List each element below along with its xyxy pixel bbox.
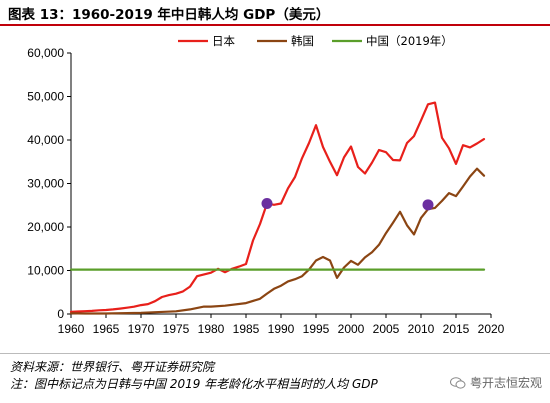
legend-label-japan: 日本 (212, 34, 235, 48)
legend-label-korea: 韩国 (291, 34, 314, 48)
watermark: 粤开志恒宏观 (449, 374, 542, 391)
y-tick-label: 10,000 (27, 264, 64, 278)
chart-series (69, 101, 486, 315)
source-note: 资料来源：世界银行、粤开证券研究院 (0, 353, 550, 375)
x-tick-label: 2005 (373, 322, 400, 336)
line-chart: 0 10,000 20,000 30,000 40,000 50,000 60,000 196… (27, 34, 504, 336)
highlight-marker (261, 198, 273, 210)
x-tick-label: 1975 (163, 322, 190, 336)
watermark-text: 粤开志恒宏观 (469, 376, 542, 390)
y-tick-label: 30,000 (27, 177, 64, 191)
chart-legend: 日本 韩国 中国（2019年） (178, 34, 453, 48)
x-tick-label: 2020 (478, 322, 505, 336)
x-tick-label: 1965 (93, 322, 120, 336)
footnote: 注：图中标记点为日韩与中国 2019 年老龄化水平相当时的人均 GDP (10, 377, 378, 391)
x-tick-label: 1980 (198, 322, 225, 336)
series-line-japan (69, 101, 486, 313)
series-line-korea (69, 167, 486, 315)
chart-markers (261, 198, 434, 211)
y-tick-label: 20,000 (27, 220, 64, 234)
x-tick-label: 2015 (443, 322, 470, 336)
y-tick-label: 0 (57, 307, 64, 321)
y-tick-label: 60,000 (27, 46, 64, 60)
x-tick-label: 1985 (233, 322, 260, 336)
figure-title: 图表 13：1960-2019 年中日韩人均 GDP（美元） (0, 0, 550, 26)
y-tick-label: 50,000 (27, 90, 64, 104)
chart-axes: 0 10,000 20,000 30,000 40,000 50,000 60,000 196… (27, 46, 504, 336)
x-tick-label: 1995 (303, 322, 330, 336)
highlight-marker (422, 199, 434, 211)
y-tick-label: 40,000 (27, 133, 64, 147)
legend-label-china: 中国（2019年） (366, 34, 453, 48)
x-tick-label: 2010 (408, 322, 435, 336)
x-tick-label: 1970 (128, 322, 155, 336)
wechat-icon (449, 376, 466, 389)
x-tick-label: 2000 (338, 322, 365, 336)
x-tick-label: 1990 (268, 322, 295, 336)
x-tick-label: 1960 (58, 322, 85, 336)
